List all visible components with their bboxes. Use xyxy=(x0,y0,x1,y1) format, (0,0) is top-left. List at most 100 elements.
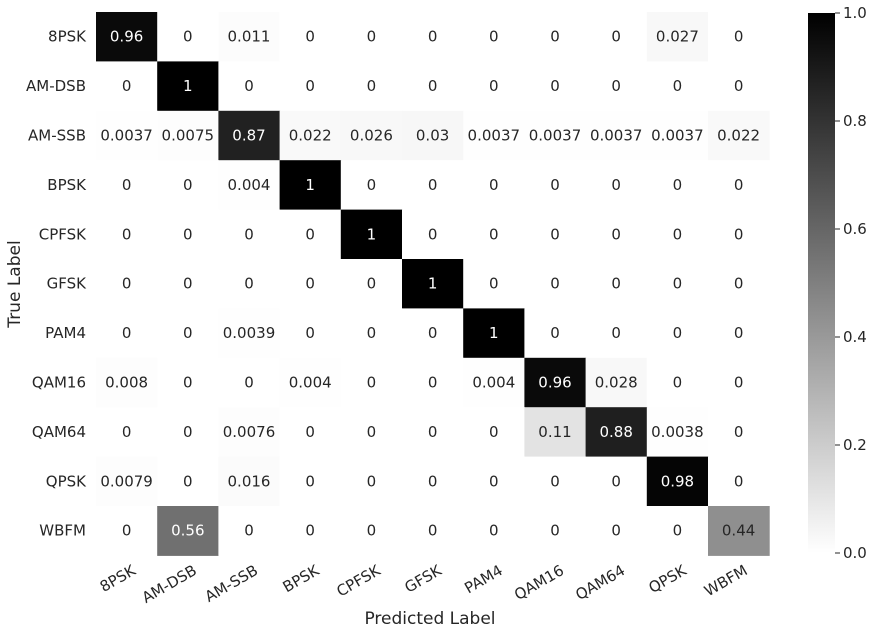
cell-value-label: 0.004 xyxy=(472,374,515,392)
cell-value-label: 0 xyxy=(122,522,132,540)
heatmap-cell xyxy=(463,61,525,112)
cell-value-label: 0 xyxy=(611,176,621,194)
cell-value-label: 0 xyxy=(611,324,621,342)
cell-value-label: 0 xyxy=(367,28,377,46)
heatmap-cell xyxy=(708,209,770,260)
cell-value-label: 0 xyxy=(489,28,499,46)
cell-value-label: 0.0039 xyxy=(223,324,276,342)
heatmap-cell xyxy=(279,160,342,211)
cell-value-label: 0.004 xyxy=(228,176,271,194)
cell-value-label: 0 xyxy=(673,77,683,95)
heatmap-cell xyxy=(157,110,219,161)
cell-value-label: 0 xyxy=(367,374,377,392)
cell-value-label: 0.028 xyxy=(595,374,638,392)
y-axis-title: True Label xyxy=(5,240,25,328)
cell-value-label: 0.0037 xyxy=(651,127,704,145)
heatmap-cell xyxy=(524,160,587,211)
cell-value-label: 0 xyxy=(305,77,315,95)
cell-value-label: 0.0037 xyxy=(468,127,521,145)
cell-value-label: 0.11 xyxy=(538,423,571,441)
heatmap-cell xyxy=(340,160,403,211)
heatmap-cell xyxy=(524,259,587,309)
heatmap-cell xyxy=(585,61,648,112)
cell-value-label: 0 xyxy=(183,176,193,194)
heatmap-cell xyxy=(463,456,525,507)
cell-value-label: 0.004 xyxy=(289,374,332,392)
cell-value-label: 0 xyxy=(367,324,377,342)
heatmap-cell xyxy=(402,456,464,507)
heatmap-cell xyxy=(524,506,587,556)
heatmap-cell xyxy=(708,259,770,309)
heatmap-cell xyxy=(585,12,648,62)
heatmap-cell xyxy=(96,407,158,458)
cell-value-label: 0 xyxy=(550,176,560,194)
colorbar-tick-label: 0.0 xyxy=(843,544,867,562)
heatmap-cell xyxy=(402,407,464,458)
heatmap-cell xyxy=(157,506,219,556)
cell-value-label: 0 xyxy=(122,225,132,243)
heatmap-cell xyxy=(708,357,770,408)
cell-value-label: 0 xyxy=(428,77,438,95)
heatmap-cell xyxy=(524,110,587,161)
cell-value-label: 0 xyxy=(734,77,744,95)
heatmap-cell xyxy=(646,61,709,112)
heatmap-cell xyxy=(463,12,525,62)
cell-value-label: 0 xyxy=(611,28,621,46)
cell-value-label: 0.008 xyxy=(105,374,148,392)
heatmap-cell xyxy=(218,61,281,112)
y-tick-label: BPSK xyxy=(47,176,87,194)
heatmap-cell xyxy=(585,308,648,359)
heatmap-cell xyxy=(708,110,770,161)
cell-value-label: 0 xyxy=(734,275,744,293)
heatmap-cell xyxy=(96,259,158,309)
heatmap-cell xyxy=(157,259,219,309)
heatmap-cell xyxy=(646,12,709,62)
x-axis-ticks: 8PSK AM-DSB AM-SSB BPSK CPFSK GFSK PAM4 QAM16 QA… xyxy=(97,561,751,607)
x-tick-label: WBFM xyxy=(701,561,750,600)
cell-value-label: 0 xyxy=(183,28,193,46)
cell-value-label: 0 xyxy=(122,77,132,95)
cell-value-label: 0 xyxy=(734,374,744,392)
heatmap-cell xyxy=(463,357,525,408)
cell-value-label: 0 xyxy=(550,275,560,293)
heatmap-cell xyxy=(402,357,464,408)
heatmap-cell xyxy=(646,357,709,408)
y-tick-label: QAM16 xyxy=(32,374,86,392)
heatmap-cell xyxy=(402,209,464,260)
cell-value-label: 0 xyxy=(428,176,438,194)
colorbar-tick-label: 1.0 xyxy=(843,4,867,22)
cell-value-label: 0 xyxy=(489,275,499,293)
y-tick-label: 8PSK xyxy=(48,28,87,46)
cell-value-label: 0.011 xyxy=(228,28,271,46)
cell-value-label: 0 xyxy=(611,77,621,95)
cell-value-label: 0.96 xyxy=(110,28,143,46)
heatmap-cell xyxy=(279,259,342,309)
cell-value-label: 0 xyxy=(367,275,377,293)
heatmap-cell xyxy=(524,308,587,359)
cell-value-label: 0.44 xyxy=(722,522,755,540)
heatmap-cell xyxy=(340,110,403,161)
heatmap-cell xyxy=(646,456,709,507)
cell-value-label: 0 xyxy=(305,225,315,243)
heatmap-cell xyxy=(218,456,281,507)
heatmap-cell xyxy=(463,209,525,260)
heatmap-cell xyxy=(463,259,525,309)
heatmap-cell xyxy=(157,456,219,507)
heatmap-cell xyxy=(585,407,648,458)
cell-value-label: 0 xyxy=(305,324,315,342)
heatmap-cell xyxy=(524,12,587,62)
cell-value-label: 0 xyxy=(367,176,377,194)
cell-value-label: 0 xyxy=(428,324,438,342)
heatmap-cell xyxy=(340,12,403,62)
cell-value-label: 1 xyxy=(489,324,499,342)
y-tick-label: PAM4 xyxy=(45,324,86,342)
heatmap-cell xyxy=(646,160,709,211)
cell-value-label: 0 xyxy=(428,522,438,540)
cell-value-label: 0 xyxy=(734,28,744,46)
heatmap-cell xyxy=(218,259,281,309)
heatmap-cell xyxy=(524,61,587,112)
cell-value-label: 0.56 xyxy=(171,522,204,540)
cell-value-label: 0 xyxy=(244,77,254,95)
x-tick-label: PAM4 xyxy=(461,561,505,597)
cell-value-label: 0 xyxy=(673,522,683,540)
